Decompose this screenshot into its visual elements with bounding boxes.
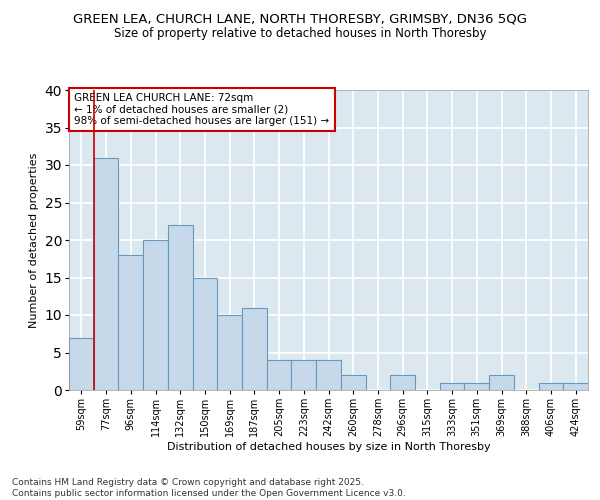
Bar xyxy=(217,315,242,390)
Bar xyxy=(464,382,489,390)
Text: Size of property relative to detached houses in North Thoresby: Size of property relative to detached ho… xyxy=(114,28,486,40)
Text: GREEN LEA, CHURCH LANE, NORTH THORESBY, GRIMSBY, DN36 5QG: GREEN LEA, CHURCH LANE, NORTH THORESBY, … xyxy=(73,12,527,26)
Bar xyxy=(267,360,292,390)
Bar xyxy=(489,375,514,390)
Bar xyxy=(69,338,94,390)
Text: GREEN LEA CHURCH LANE: 72sqm
← 1% of detached houses are smaller (2)
98% of semi: GREEN LEA CHURCH LANE: 72sqm ← 1% of det… xyxy=(74,93,329,126)
Bar xyxy=(316,360,341,390)
Bar xyxy=(539,382,563,390)
Bar xyxy=(292,360,316,390)
Bar xyxy=(440,382,464,390)
Bar xyxy=(390,375,415,390)
Bar xyxy=(341,375,365,390)
X-axis label: Distribution of detached houses by size in North Thoresby: Distribution of detached houses by size … xyxy=(167,442,490,452)
Bar xyxy=(193,278,217,390)
Text: Contains HM Land Registry data © Crown copyright and database right 2025.
Contai: Contains HM Land Registry data © Crown c… xyxy=(12,478,406,498)
Bar xyxy=(242,308,267,390)
Bar xyxy=(94,158,118,390)
Bar xyxy=(143,240,168,390)
Bar xyxy=(563,382,588,390)
Y-axis label: Number of detached properties: Number of detached properties xyxy=(29,152,39,328)
Bar xyxy=(168,225,193,390)
Bar xyxy=(118,255,143,390)
